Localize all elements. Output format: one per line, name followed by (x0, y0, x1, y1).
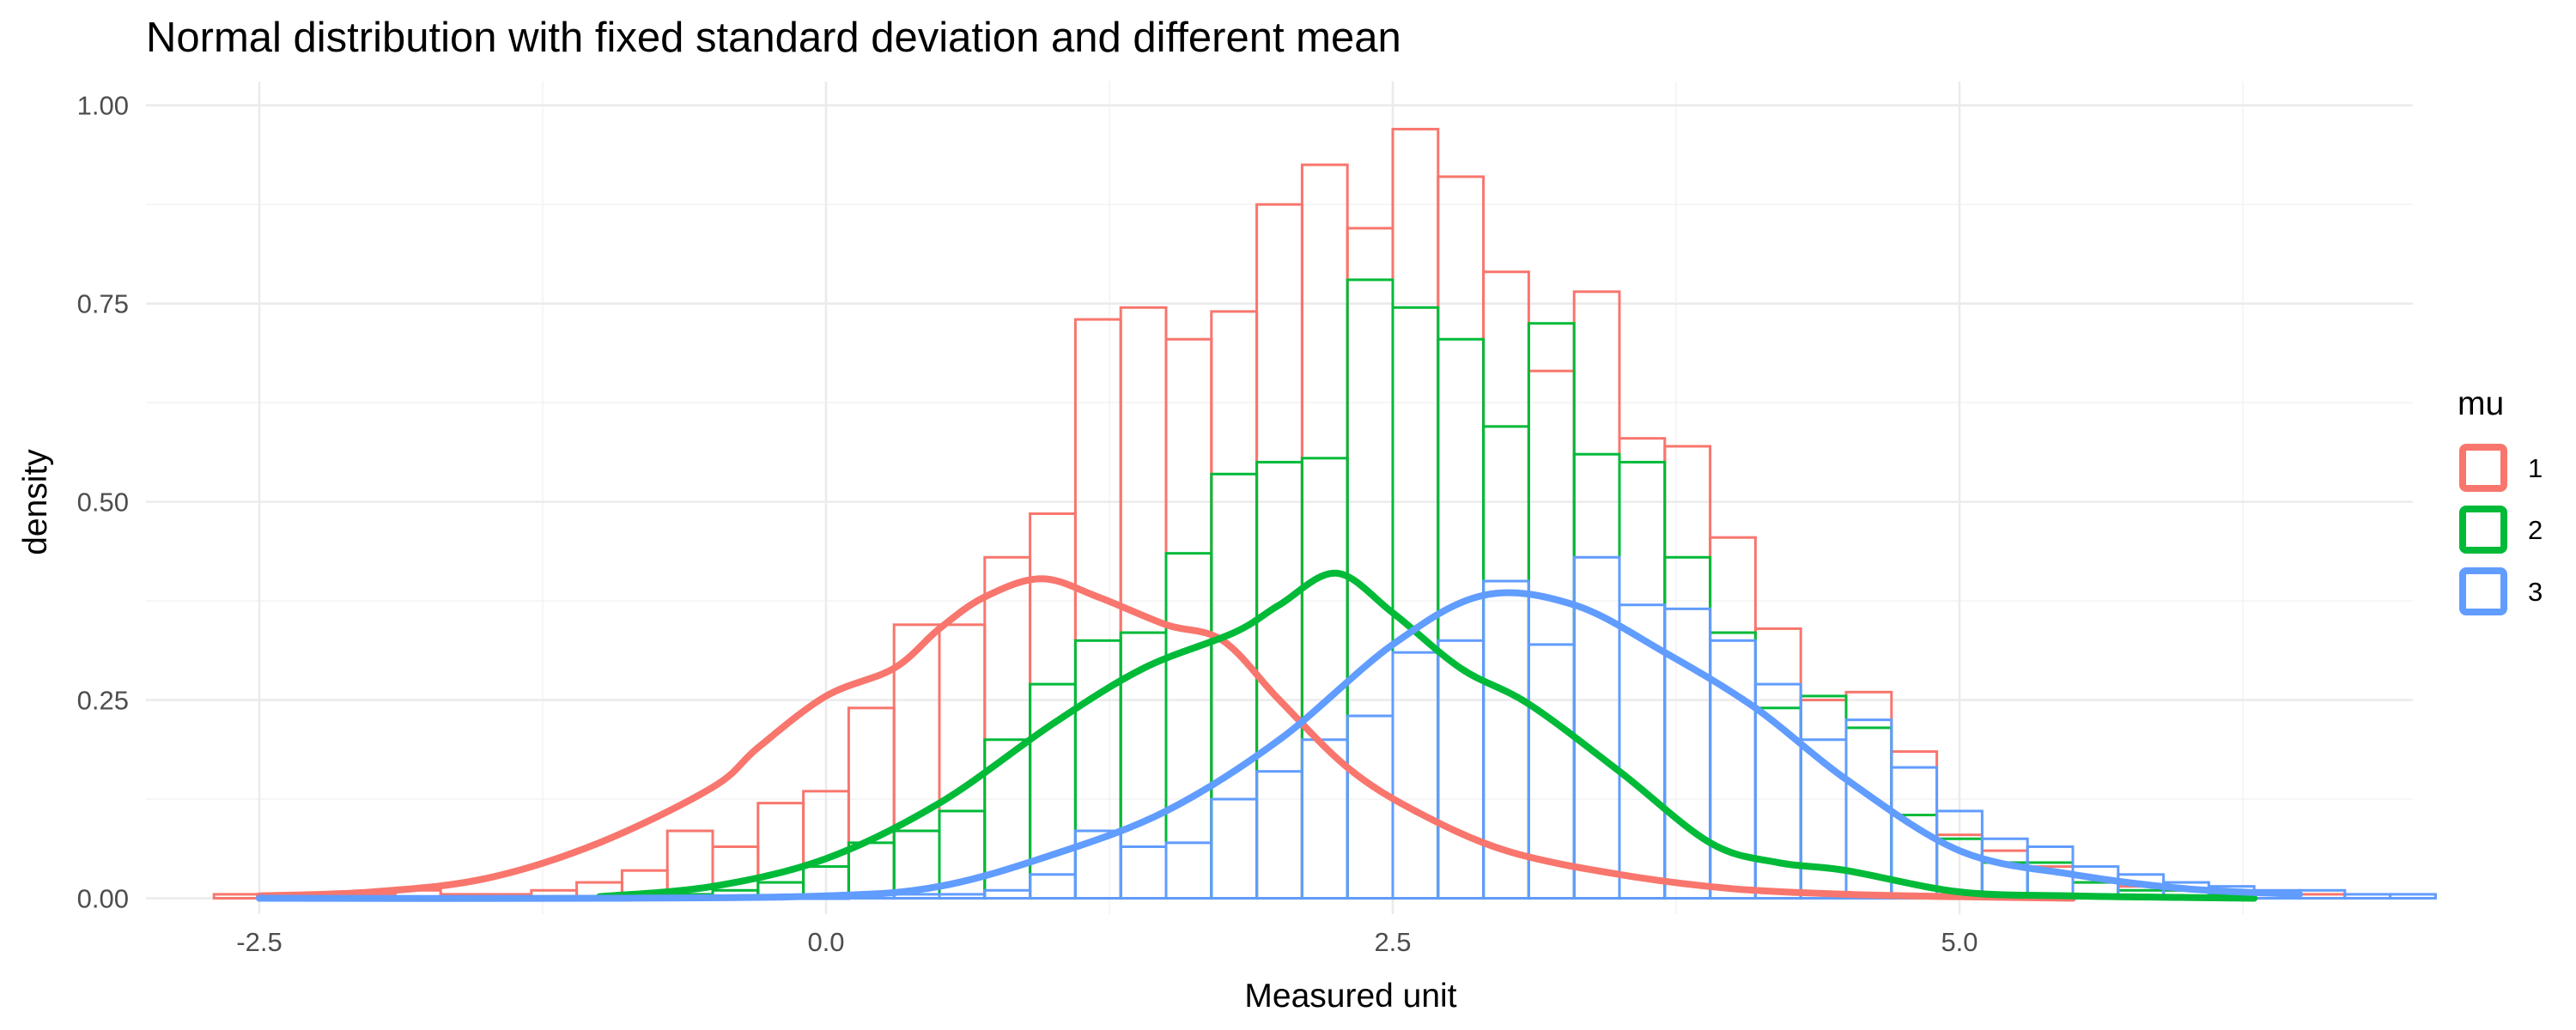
histogram-bar-mu-2 (1618, 460, 1667, 900)
grid-layer (146, 82, 2413, 914)
density-line-mu-1 (256, 575, 2076, 902)
histogram-bar-mu-1 (1300, 163, 1349, 900)
histogram-bar-mu-3 (2343, 893, 2392, 900)
y-tick-label: 1.00 (77, 91, 129, 121)
histogram-bar-mu-1 (938, 623, 987, 900)
histogram-bar-mu-1 (1073, 318, 1122, 900)
axes-layer: -2.5 0.0 2.5 5.0 0.00 0.25 0.50 0.75 1.00 (77, 91, 1978, 957)
histogram-bar-mu-3 (1663, 607, 1712, 900)
histogram-bar-mu-1 (983, 555, 1032, 900)
legend-key-mu-3 (2459, 567, 2507, 615)
histogram-bar-mu-2 (1437, 337, 1485, 900)
histogram-bar-mu-3 (938, 893, 987, 900)
histogram-bar-mu-1 (1391, 127, 1440, 900)
histogram-bar-mu-2 (1073, 639, 1122, 900)
histogram-bar-mu-1 (1482, 270, 1530, 900)
histogram-bar-mu-1 (1527, 369, 1576, 900)
histogram-bar-mu-1 (1210, 310, 1259, 900)
x-tick-label: 2.5 (1374, 927, 1411, 957)
histogram-bar-mu-1 (1029, 512, 1077, 900)
histogram-bar-mu-2 (1572, 452, 1621, 900)
histogram-bar-mu-3 (2389, 893, 2437, 900)
x-tick-label: -2.5 (236, 927, 282, 957)
histogram-bar-mu-3 (1210, 797, 1259, 900)
legend-key-mu-2 (2459, 506, 2507, 554)
histogram-bar-mu-1 (1437, 175, 1485, 900)
x-tick-label: 5.0 (1941, 927, 1978, 957)
density-line-mu-2 (596, 569, 2258, 902)
histogram-bar-mu-1 (1618, 437, 1667, 900)
x-axis-title: Measured unit (1244, 978, 1456, 1015)
histogram-bar-mu-2 (1527, 322, 1576, 900)
legend: mu 1 2 3 (2458, 385, 2543, 615)
histogram-bar-mu-1 (847, 706, 896, 900)
histogram-bar-mu-2 (1164, 552, 1213, 900)
legend-label-mu-3: 3 (2528, 577, 2543, 607)
histogram-bar-mu-2 (1300, 457, 1349, 900)
histogram-bar-mu-3 (1255, 770, 1303, 900)
histogram-bar-mu-1 (1164, 337, 1213, 900)
histogram-bar-mu-3 (983, 888, 1032, 900)
histogram-bar-mu-2 (1482, 425, 1530, 900)
x-tick-label: 0.0 (807, 927, 844, 957)
y-tick-label: 0.00 (77, 884, 129, 914)
legend-key-mu-1 (2459, 444, 2507, 492)
chart-title: Normal distribution with fixed standard … (146, 15, 1401, 61)
y-axis-title: density (17, 449, 54, 555)
bars-layer (212, 127, 2437, 900)
histogram-bar-mu-1 (756, 802, 805, 900)
y-tick-label: 0.75 (77, 289, 129, 319)
histogram-bar-mu-3 (1346, 714, 1394, 900)
density-lines-layer (256, 569, 2303, 902)
y-tick-label: 0.50 (77, 488, 129, 518)
histogram-bar-mu-1 (1255, 203, 1303, 900)
histogram-bar-mu-3 (1119, 845, 1168, 900)
y-tick-label: 0.25 (77, 686, 129, 716)
legend-label-mu-1: 1 (2528, 453, 2543, 483)
histogram-bar-mu-1 (1119, 306, 1168, 900)
density-line-mu-3 (256, 589, 2303, 902)
legend-title: mu (2458, 385, 2504, 422)
histogram-bar-mu-3 (1029, 873, 1077, 900)
histogram-bar-mu-3 (1391, 651, 1440, 900)
legend-label-mu-2: 2 (2528, 515, 2543, 545)
histogram-bar-mu-2 (1210, 472, 1259, 900)
histogram-bar-mu-1 (1572, 290, 1621, 900)
histogram-bar-mu-1 (212, 893, 261, 900)
histogram-bar-mu-3 (1164, 841, 1213, 900)
histogram-bar-mu-2 (1119, 631, 1168, 900)
